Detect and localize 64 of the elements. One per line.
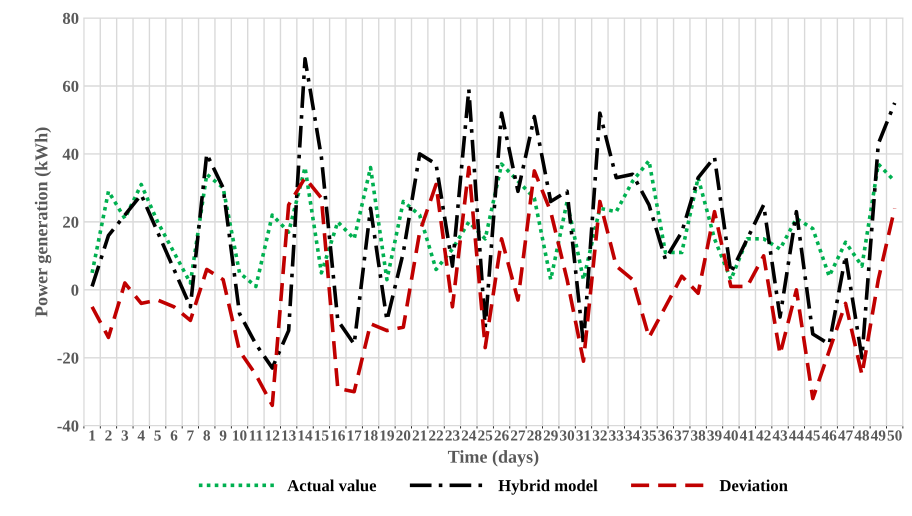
y-tick-label: 40 (62, 148, 78, 160)
x-tick-label: 31 (576, 430, 590, 441)
x-tick-label: 41 (740, 430, 754, 440)
x-tick-label: 48 (854, 430, 870, 441)
x-tick-label: 2 (105, 430, 112, 440)
x-tick-label: 11 (250, 430, 262, 440)
x-tick-label: 15 (314, 430, 328, 441)
x-tick-label: 18 (364, 430, 378, 441)
x-tick-label: 7 (187, 430, 194, 440)
x-tick-label: 38 (691, 430, 706, 441)
x-tick-label: 21 (412, 430, 427, 440)
x-tick-label: 5 (154, 430, 161, 441)
x-tick-label: 43 (772, 430, 788, 441)
x-tick-label: 24 (462, 430, 476, 440)
legend-label: Hybrid model (498, 480, 598, 495)
x-tick-label: 10 (233, 430, 247, 441)
x-tick-label: 17 (348, 430, 362, 440)
x-tick-label: 20 (396, 430, 410, 441)
legend-label: Deviation (720, 480, 788, 492)
x-tick-label: 46 (822, 430, 836, 441)
y-tick-label: 80 (62, 12, 78, 24)
x-tick-label: 42 (756, 430, 771, 440)
x-tick-label: 25 (478, 430, 492, 441)
x-tick-label: 14 (298, 430, 312, 440)
x-tick-label: 9 (220, 430, 226, 441)
x-tick-label: 44 (788, 430, 804, 440)
x-tick-label: 4 (138, 430, 145, 440)
x-axis-title: Time (days) (448, 450, 538, 467)
x-tick-label: 30 (560, 430, 574, 441)
x-tick-label: 1 (90, 430, 96, 440)
legend-label: Actual value (287, 480, 376, 492)
x-tick-label: 23 (445, 430, 460, 441)
x-tick-label: 39 (707, 430, 722, 441)
line-series (90, 166, 896, 408)
x-tick-label: 3 (122, 430, 128, 441)
x-tick-label: 35 (642, 430, 656, 441)
x-tick-label: 26 (494, 430, 509, 441)
y-tick-label: -20 (57, 352, 78, 364)
x-tick-label: 32 (592, 430, 607, 441)
y-axis-title: Power generation (kWh) (34, 128, 52, 317)
x-tick-label: 33 (609, 430, 624, 441)
x-tick-label: 37 (674, 430, 690, 441)
x-tick-label: 36 (658, 430, 673, 441)
x-tick-label: 28 (527, 430, 542, 441)
x-tick-label: 40 (723, 430, 738, 441)
x-tick-label: 29 (544, 430, 558, 441)
y-tick-label: 20 (63, 216, 78, 228)
x-tick-label: 47 (838, 430, 853, 440)
x-tick-label: 13 (282, 430, 296, 441)
x-tick-label: 45 (805, 430, 820, 441)
x-tick-label: 16 (331, 430, 345, 441)
line-series (90, 57, 896, 370)
x-tick-label: 34 (626, 430, 640, 441)
x-tick-label: 27 (510, 430, 526, 440)
x-tick-label: 6 (170, 430, 178, 441)
y-tick-label: -40 (57, 420, 78, 432)
x-tick-label: 12 (266, 430, 280, 440)
x-tick-label: 22 (429, 430, 444, 440)
y-tick-label: 60 (62, 80, 78, 92)
y-tick-label: 0 (71, 284, 78, 296)
x-tick-label: 8 (203, 430, 210, 441)
x-tick-label: 49 (870, 430, 886, 441)
x-tick-label: 50 (888, 430, 902, 441)
x-tick-label: 19 (380, 430, 394, 441)
